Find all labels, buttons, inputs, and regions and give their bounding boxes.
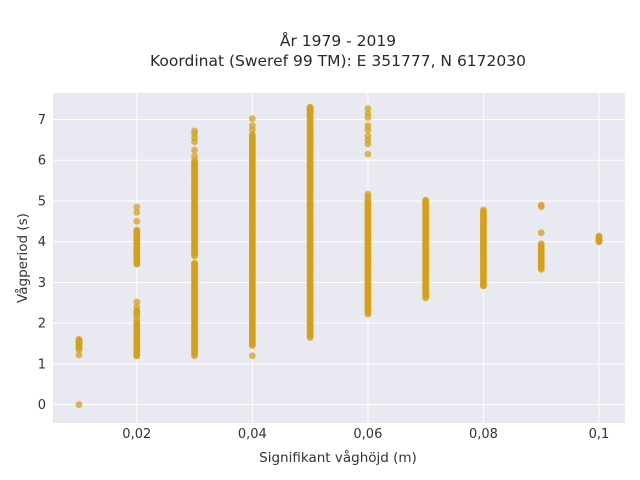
y-tick-label: 6: [38, 154, 46, 169]
data-point: [537, 240, 545, 248]
data-point: [133, 217, 141, 225]
data-point: [364, 150, 372, 158]
y-tick-label: 0: [38, 398, 46, 413]
y-tick-label: 4: [38, 235, 46, 250]
data-point: [133, 244, 141, 252]
y-tick-labels: 0 1 2 3 4 5 6 7: [38, 113, 46, 413]
data-point: [248, 122, 256, 129]
x-tick-label: 0,02: [122, 427, 151, 442]
data-point: [133, 250, 141, 258]
data-point: [191, 274, 198, 282]
data-point: [133, 308, 141, 316]
data-point: [133, 208, 141, 216]
data-point: [133, 203, 141, 211]
x-tick-label: 0,08: [469, 427, 498, 442]
y-tick-label: 5: [38, 194, 46, 209]
data-point: [133, 303, 141, 311]
data-point: [248, 352, 256, 360]
plot-area: [53, 93, 625, 423]
data-point: [364, 132, 372, 140]
data-point: [595, 238, 603, 246]
data-point: [364, 190, 372, 198]
data-point: [75, 401, 83, 409]
y-tick-label: 2: [38, 317, 46, 332]
x-tick-label: 0,1: [589, 427, 610, 442]
chart-title-line1: År 1979 - 2019: [280, 31, 396, 50]
data-point: [364, 109, 372, 117]
data-point: [191, 146, 198, 154]
data-point: [248, 131, 256, 138]
data-point: [595, 233, 603, 241]
y-tick-label: 3: [38, 276, 46, 291]
data-point: [133, 352, 141, 360]
data-points: [75, 103, 603, 409]
y-axis-title: Vågperiod (s): [14, 213, 31, 303]
x-axis-title: Signifikant våghöjd (m): [259, 449, 417, 466]
data-point: [191, 260, 198, 268]
chart-title-line2: Koordinat (Sweref 99 TM): E 351777, N 61…: [150, 52, 526, 70]
data-point: [248, 115, 256, 123]
data-point: [480, 282, 487, 290]
data-point: [191, 152, 198, 160]
data-point: [133, 256, 141, 264]
data-point: [191, 127, 198, 135]
y-tick-label: 7: [38, 113, 46, 128]
data-point: [133, 321, 141, 329]
x-tick-label: 0,06: [353, 427, 382, 442]
data-point: [422, 196, 430, 204]
data-point: [537, 201, 545, 209]
data-point: [248, 340, 256, 347]
data-point: [364, 105, 372, 112]
x-tick-labels: 0,02 0,04 0,06 0,08 0,1: [122, 427, 609, 442]
gridlines: [53, 93, 625, 423]
y-tick-label: 1: [38, 357, 46, 372]
data-point: [133, 228, 141, 235]
data-point: [133, 234, 141, 242]
data-point: [537, 229, 545, 237]
data-point: [306, 103, 314, 111]
data-point: [364, 122, 372, 129]
data-point: [480, 206, 487, 214]
data-point: [133, 314, 141, 322]
x-tick-label: 0,04: [238, 427, 267, 442]
data-point: [75, 336, 83, 343]
data-point: [133, 298, 141, 306]
data-point: [75, 351, 83, 359]
